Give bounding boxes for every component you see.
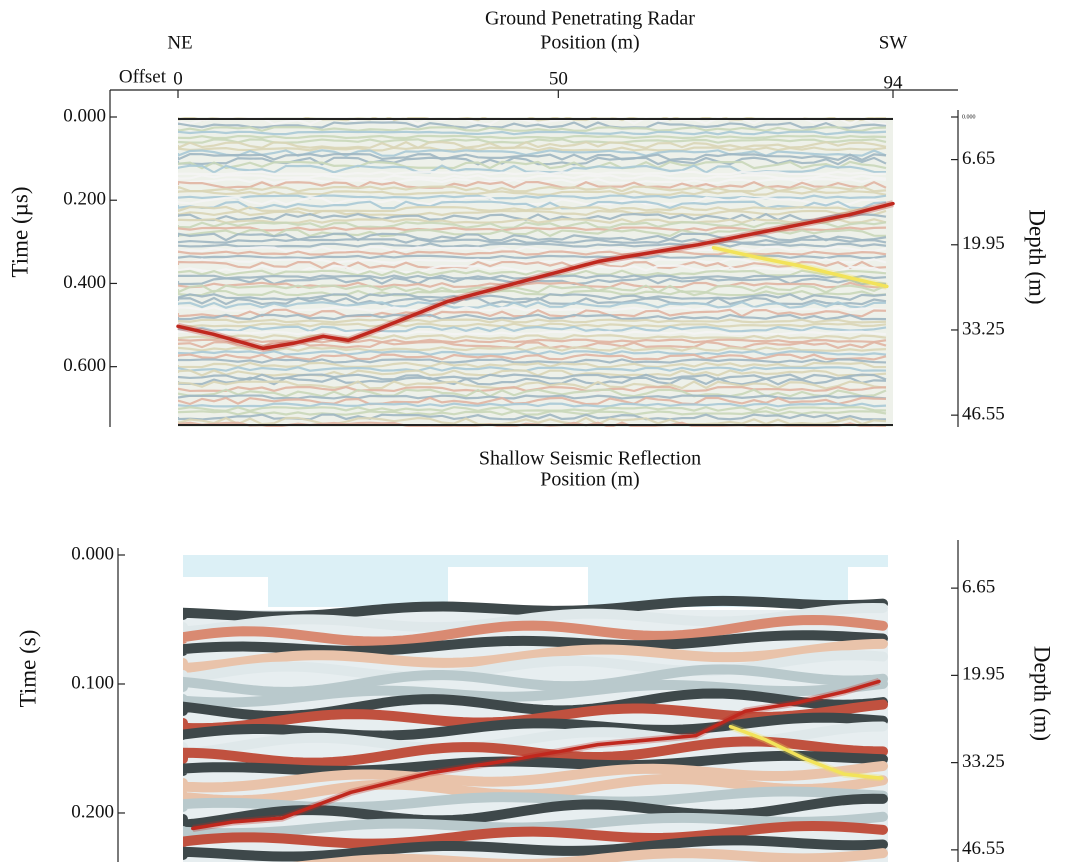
texture-line [178, 245, 887, 253]
texture-line [178, 361, 887, 369]
texture-line [178, 410, 887, 416]
texture-band [183, 736, 888, 768]
texture-line [178, 170, 887, 176]
x-tick-label: 50 [549, 68, 568, 89]
y2-tick-label: 6.65 [962, 148, 995, 169]
texture-line [178, 284, 887, 294]
texture-band [183, 835, 888, 862]
horizon-line [176, 201, 895, 351]
texture-line [178, 254, 887, 260]
chart-title: Ground Penetrating Radar [485, 8, 695, 30]
texture-line [178, 242, 887, 248]
texture-line [178, 369, 887, 377]
texture-line [178, 160, 887, 170]
texture-line [178, 264, 887, 274]
y-axis-label: Time (µs) [7, 186, 32, 277]
texture-top-edge [183, 555, 888, 607]
texture-line [178, 238, 887, 244]
texture-line [178, 281, 887, 289]
texture-line [178, 330, 887, 336]
texture-line [178, 406, 887, 412]
texture-line [178, 232, 887, 242]
annotation: NE [167, 32, 192, 53]
texture-line [178, 322, 887, 328]
y2-tick-label: 19.95 [962, 664, 1005, 685]
texture-line [178, 174, 887, 180]
texture-line [178, 126, 887, 132]
texture-line [178, 402, 887, 408]
texture-line [178, 293, 887, 301]
x-tick-label: 0 [173, 68, 183, 89]
y-tick-label: 0.200 [63, 189, 106, 210]
texture-line [178, 380, 887, 390]
texture-line [178, 358, 887, 364]
y2-tick-label: 46.55 [962, 838, 1005, 859]
texture-band [183, 650, 888, 684]
y-tick-label: 0.000 [63, 105, 106, 126]
texture-band [183, 664, 888, 697]
y2-tick-label: 33.25 [962, 318, 1005, 339]
texture-line [178, 325, 887, 333]
texture-line [178, 130, 887, 136]
texture-band [183, 820, 888, 849]
texture-line [178, 274, 887, 280]
texture-line [178, 146, 887, 152]
texture-line [178, 376, 887, 386]
y2-tick-label: 33.25 [962, 751, 1005, 772]
annotation: Offset [119, 66, 167, 87]
y2-tick-label: 6.65 [962, 576, 995, 597]
texture-line [178, 334, 887, 340]
texture-line [178, 318, 887, 324]
texture-band [183, 750, 888, 776]
texture-band [183, 614, 888, 647]
annotation: SW [879, 32, 908, 53]
texture-band [183, 793, 888, 830]
x-axis-label: Position (m) [540, 32, 639, 54]
texture-line [178, 289, 887, 297]
texture-line [178, 353, 887, 361]
texture-band [183, 760, 888, 793]
y2-axis-label: Depth (m) [1030, 646, 1055, 741]
y2-tick-label: 0.000 [962, 114, 976, 120]
texture-line [178, 121, 887, 129]
y2-tick-label: 19.95 [962, 233, 1005, 254]
y-tick-label: 0.400 [63, 272, 106, 293]
texture-line [178, 185, 887, 193]
texture-line [178, 140, 887, 150]
y-tick-label: 0.200 [71, 801, 114, 822]
y2-axis-label: Depth (m) [1025, 209, 1050, 304]
background-texture [178, 117, 893, 427]
texture-line [178, 350, 887, 356]
y-tick-label: 0.000 [71, 543, 114, 564]
texture-band [183, 630, 888, 656]
texture-band [183, 848, 888, 862]
horizon-line [728, 724, 884, 780]
texture-line [178, 153, 887, 162]
horizon-line [711, 245, 889, 289]
x-axis-label: Position (m) [540, 469, 639, 491]
texture-line [178, 416, 887, 426]
texture-line [178, 260, 887, 270]
y-tick-label: 0.600 [63, 355, 106, 376]
y-axis-label: Time (s) [15, 630, 40, 708]
chart-title: Shallow Seismic Reflection [479, 448, 701, 470]
texture-line [178, 301, 887, 309]
texture-band [183, 712, 888, 741]
horizon-line [191, 679, 881, 831]
texture-line [178, 338, 887, 344]
texture-line [178, 394, 887, 400]
texture-line [178, 313, 887, 321]
y2-tick-label: 46.55 [962, 404, 1005, 425]
texture-line [178, 250, 887, 256]
x-tick-label: 94 [884, 72, 904, 93]
texture-line [178, 134, 887, 140]
texture-band [183, 638, 888, 673]
texture-band [183, 678, 888, 708]
texture-line [178, 221, 887, 229]
texture-line [178, 296, 887, 306]
y-tick-label: 0.100 [71, 672, 114, 693]
